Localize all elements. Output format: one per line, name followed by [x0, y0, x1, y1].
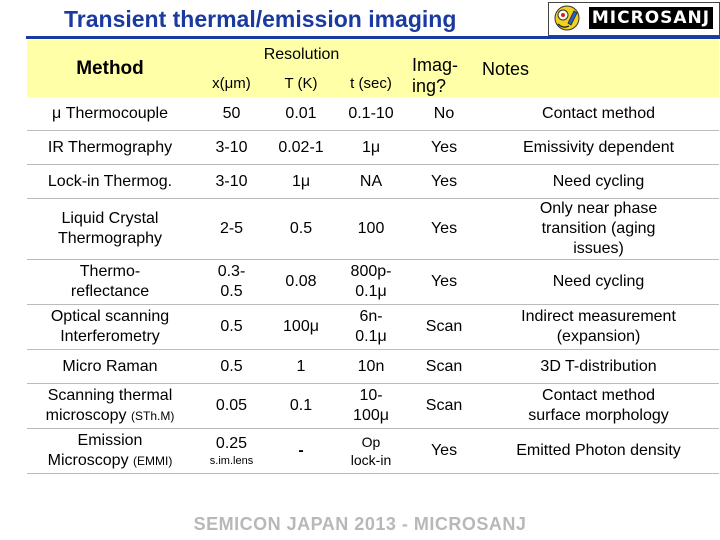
t-k-cell: 0.1 [270, 383, 332, 429]
table-row: Lock-in Thermog. 3-10 1μ NA Yes Need cyc… [27, 164, 720, 199]
header-imaging: Imag- ing? [410, 40, 479, 97]
x-value: 0.25 [215, 435, 248, 452]
method-name: Emission Microscopy [47, 432, 143, 469]
notes-cell: Emissivity dependent [478, 130, 720, 165]
header-notes: Notes [478, 40, 720, 97]
notes-cell: Need cycling [478, 164, 720, 199]
t-k-cell: 0.08 [270, 259, 332, 305]
t-sec-cell: 100 [332, 198, 411, 260]
method-abbrev: (EMMI) [133, 454, 173, 468]
method-cell: Micro Raman [27, 349, 193, 384]
x-cell: 0.5 [193, 304, 270, 350]
method-cell: Emission Microscopy (EMMI) [27, 428, 193, 474]
notes-cell: Only near phase transition (aging issues… [478, 198, 720, 260]
header-x: x(μm) [193, 70, 270, 97]
x-cell: 0.05 [193, 383, 270, 429]
imaging-cell: No [410, 97, 479, 131]
x-cell: 0.25 s.im.lens [193, 428, 270, 474]
t-sec-cell: 800p- 0.1μ [332, 259, 411, 305]
notes-cell: Contact method [478, 97, 720, 131]
notes-cell: Indirect measurement (expansion) [478, 304, 720, 350]
imaging-cell: Yes [410, 428, 479, 474]
t-k-cell: - [270, 428, 332, 474]
imaging-cell: Scan [410, 349, 479, 384]
imaging-cell: Scan [410, 304, 479, 350]
t-k-cell: 0.01 [270, 97, 332, 131]
t-sec-cell: 10n [332, 349, 411, 384]
x-note: s.im.lens [209, 455, 254, 467]
t-sec-cell: 10- 100μ [332, 383, 411, 429]
notes-cell: Emitted Photon density [478, 428, 720, 474]
slide-title: Transient thermal/emission imaging [64, 6, 457, 32]
logo-emblem-icon [554, 5, 580, 31]
header-resolution: Resolution [193, 40, 411, 70]
imaging-cell: Yes [410, 198, 479, 260]
comparison-table: Method Resolution Imag- ing? Notes x(μm)… [27, 40, 720, 474]
x-cell: 2-5 [193, 198, 270, 260]
method-cell: Liquid Crystal Thermography [27, 198, 193, 260]
x-cell: 3-10 [193, 164, 270, 199]
x-cell: 3-10 [193, 130, 270, 165]
t-sec-cell: 0.1-10 [332, 97, 411, 131]
logo-wordmark: MICROSANJ [589, 7, 713, 29]
header-t-sec: t (sec) [332, 70, 411, 97]
notes-cell: 3D T-distribution [478, 349, 720, 384]
t-k-cell: 0.02-1 [270, 130, 332, 165]
table-row: Liquid Crystal Thermography 2-5 0.5 100 … [27, 198, 720, 260]
method-cell: Thermo- reflectance [27, 259, 193, 305]
x-cell: 0.5 [193, 349, 270, 384]
imaging-cell: Yes [410, 130, 479, 165]
method-cell: Optical scanning Interferometry [27, 304, 193, 350]
t-k-cell: 0.5 [270, 198, 332, 260]
table-row: IR Thermography 3-10 0.02-1 1μ Yes Emiss… [27, 130, 720, 165]
method-cell: μ Thermocouple [27, 97, 193, 131]
notes-cell: Need cycling [478, 259, 720, 305]
microsanj-logo: MICROSANJ [548, 2, 720, 36]
header-row-1: Method Resolution Imag- ing? Notes [27, 40, 720, 97]
footer-caption: SEMICON JAPAN 2013 - MICROSANJ [193, 514, 527, 534]
t-k-cell: 100μ [270, 304, 332, 350]
table-row: Optical scanning Interferometry 0.5 100μ… [27, 304, 720, 350]
table-row: Scanning thermal microscopy (STh.M) 0.05… [27, 383, 720, 429]
imaging-cell: Yes [410, 259, 479, 305]
header-method: Method [27, 40, 193, 97]
table-row: Micro Raman 0.5 1 10n Scan 3D T-distribu… [27, 349, 720, 384]
method-name: Scanning thermal microscopy [45, 387, 173, 424]
method-cell: IR Thermography [27, 130, 193, 165]
table-row: Emission Microscopy (EMMI) 0.25 s.im.lens… [27, 428, 720, 474]
table-row: Thermo- reflectance 0.3- 0.5 0.08 800p- … [27, 259, 720, 305]
t-k-cell: 1μ [270, 164, 332, 199]
t-sec-cell: 1μ [332, 130, 411, 165]
x-cell: 50 [193, 97, 270, 131]
header-divider [26, 36, 720, 39]
t-sec-cell: 6n- 0.1μ [332, 304, 411, 350]
method-abbrev: (STh.M) [131, 409, 175, 423]
imaging-cell: Scan [410, 383, 479, 429]
header-row-2: x(μm) T (K) t (sec) [27, 70, 719, 97]
method-cell: Scanning thermal microscopy (STh.M) [27, 383, 193, 429]
t-sec-cell: NA [332, 164, 411, 199]
method-cell: Lock-in Thermog. [27, 164, 193, 199]
x-cell: 0.3- 0.5 [193, 259, 270, 305]
table-row: μ Thermocouple 50 0.01 0.1-10 No Contact… [27, 97, 720, 131]
t-sec-cell: Op lock-in [332, 428, 411, 474]
header-t-k: T (K) [270, 70, 332, 97]
imaging-cell: Yes [410, 164, 479, 199]
t-k-cell: 1 [270, 349, 332, 384]
header-imaging-label: Imag- ing? [412, 55, 459, 96]
notes-cell: Contact method surface morphology [478, 383, 720, 429]
